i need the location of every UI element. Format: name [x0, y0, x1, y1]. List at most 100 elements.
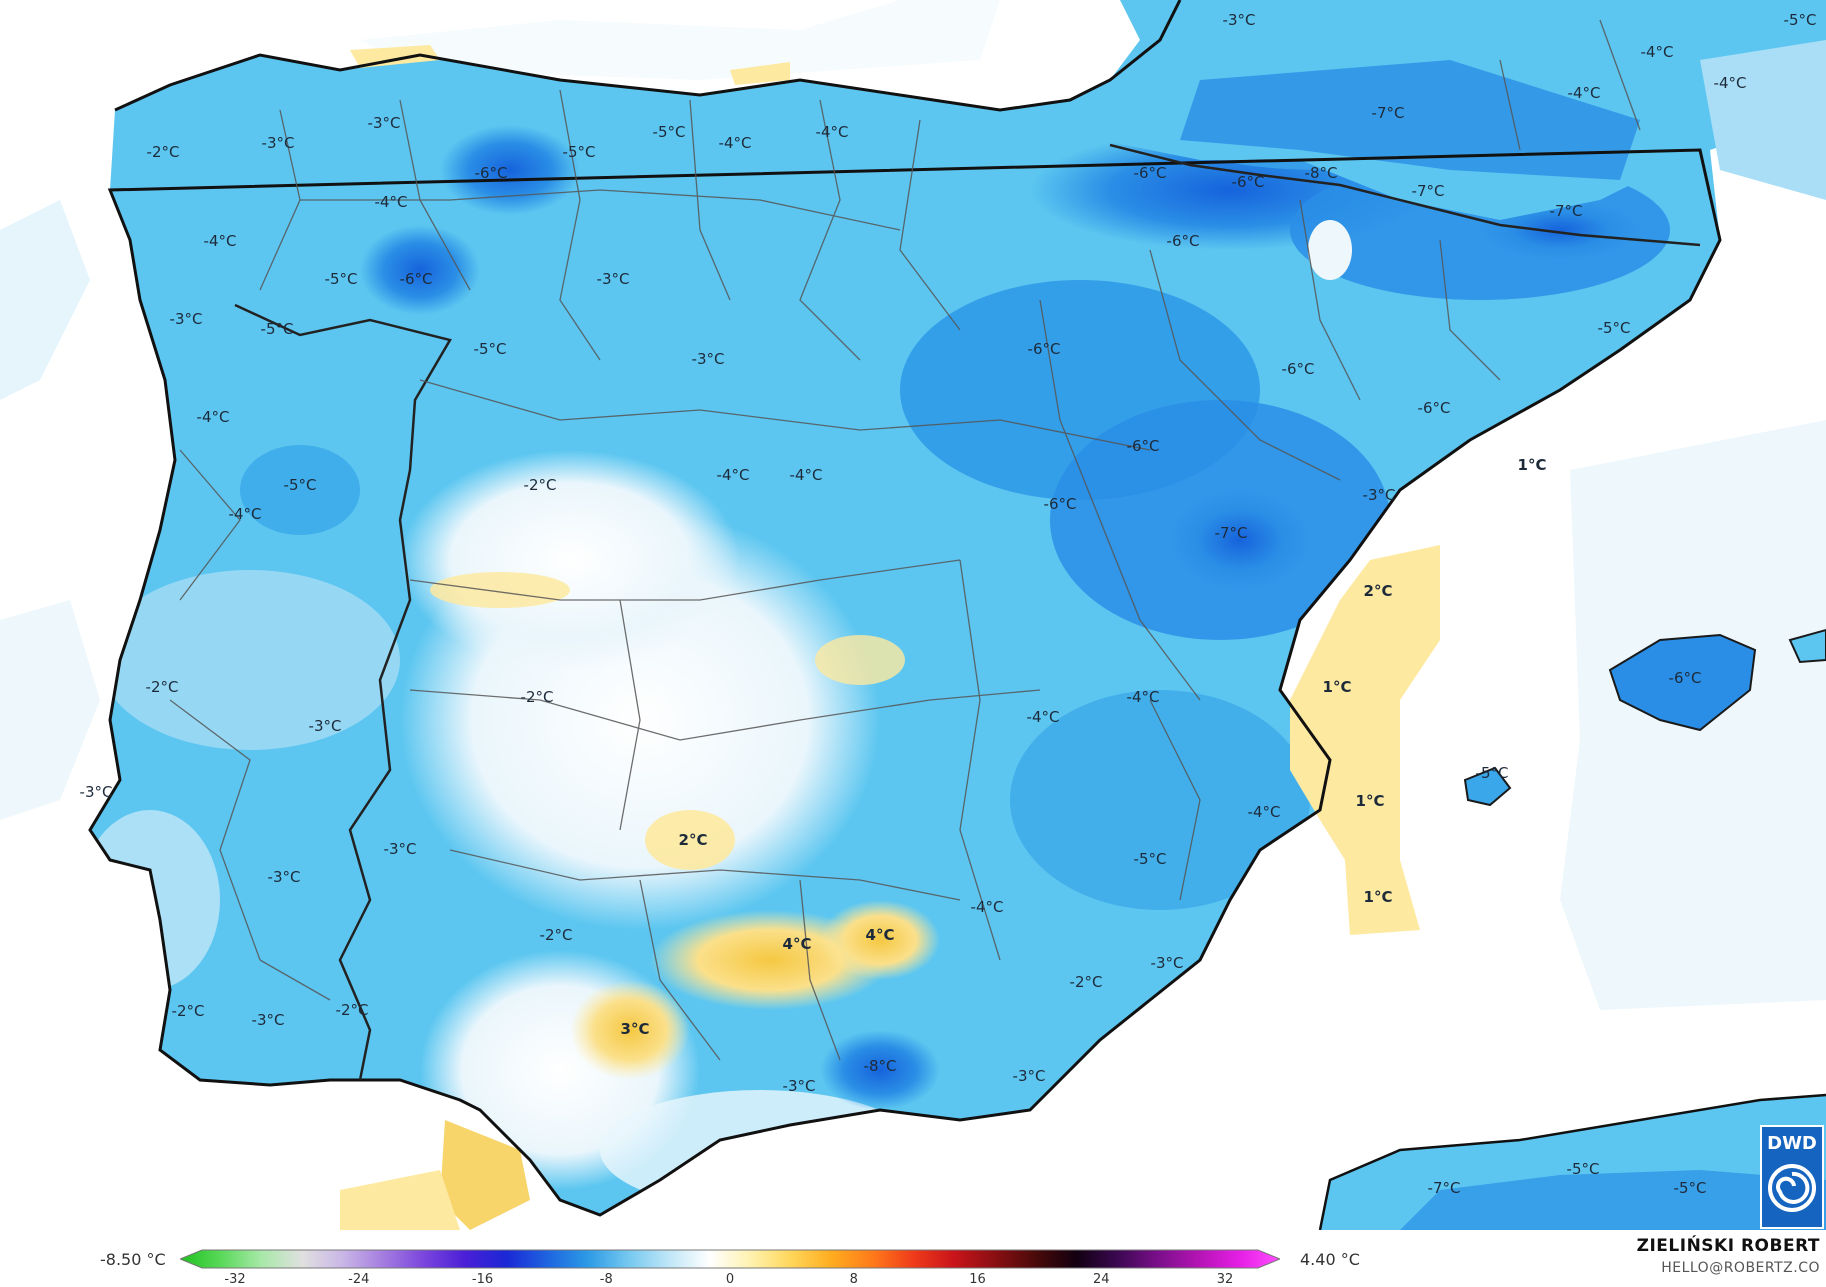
temperature-label: 2°C — [679, 831, 708, 849]
temperature-label: -3°C — [170, 310, 203, 328]
temperature-label: 1°C — [1356, 792, 1385, 810]
pale-bay-north — [360, 0, 1000, 80]
legend-footer: -8.50 °C -32 -24 -16 -8 0 8 16 24 32 4.40 °C ZIE… — [0, 1230, 1826, 1287]
ibiza-island — [1463, 766, 1512, 807]
temperature-label: -7°C — [1372, 104, 1405, 122]
temperature-label: -4°C — [197, 408, 230, 426]
temperature-label: -5°C — [261, 320, 294, 338]
temperature-label: -3°C — [80, 783, 113, 801]
pyrenees-border — [1109, 143, 1701, 247]
colorbar-tick-label: 16 — [969, 1272, 986, 1287]
warm-north-patch-2 — [730, 62, 790, 85]
temperature-label: -2°C — [1070, 973, 1103, 991]
mallorca-island — [1608, 633, 1757, 732]
temperature-label: -5°C — [1784, 11, 1817, 29]
temperature-label: -4°C — [1714, 74, 1747, 92]
temperature-label: -4°C — [375, 193, 408, 211]
temperature-label: 4°C — [783, 935, 812, 953]
temperature-label: -4°C — [790, 466, 823, 484]
colorbar-tick-label: 24 — [1092, 1272, 1110, 1287]
temperature-label: -3°C — [1151, 954, 1184, 972]
temperature-label: -6°C — [400, 270, 433, 288]
author-credit: ZIELIŃSKI ROBERT HELLO@ROBERTZ.CO — [1637, 1236, 1820, 1276]
temperature-label: -4°C — [719, 134, 752, 152]
temperature-label: -5°C — [1567, 1160, 1600, 1178]
temperature-label: -7°C — [1428, 1179, 1461, 1197]
temperature-label: -4°C — [204, 232, 237, 250]
warm-sea-band — [1290, 545, 1440, 935]
temperature-label: -3°C — [309, 717, 342, 735]
temperature-label: -6°C — [1028, 340, 1061, 358]
temperature-label: -4°C — [717, 466, 750, 484]
france-deep — [1180, 60, 1640, 180]
colorbar-tick-label: 8 — [849, 1272, 858, 1287]
temperature-map: -2°C -3°C -3°C -6°C -5°C -5°C -4°C -4°C -4°C -4°C… — [0, 0, 1826, 1230]
region-borders — [169, 19, 1641, 1061]
temperature-label: -4°C — [1127, 688, 1160, 706]
temperature-label: -6°C — [1167, 232, 1200, 250]
temperature-label: -5°C — [474, 340, 507, 358]
temperature-label: -6°C — [1044, 495, 1077, 513]
temperature-label: -7°C — [1550, 202, 1583, 220]
temperature-label: 2°C — [1364, 582, 1393, 600]
temperature-label: -5°C — [284, 476, 317, 494]
temperature-label: -2°C — [521, 688, 554, 706]
temperature-label: 3°C — [621, 1020, 650, 1038]
author-email: HELLO@ROBERTZ.CO — [1661, 1260, 1820, 1276]
iberia-coastline — [88, 0, 1722, 1217]
warm-north-patch — [350, 45, 440, 68]
temperature-label: -6°C — [475, 164, 508, 182]
temperature-label: -5°C — [653, 123, 686, 141]
warm-gulf-cadiz — [440, 1120, 530, 1230]
pale-west-coast — [0, 600, 100, 820]
temperature-label: -5°C — [325, 270, 358, 288]
colorbar-tick-label: -8 — [599, 1272, 613, 1287]
swirl-icon — [1768, 1164, 1816, 1212]
temperature-label: -4°C — [1568, 84, 1601, 102]
colorbar-tick-label: 32 — [1216, 1272, 1234, 1287]
temperature-label: -2°C — [540, 926, 573, 944]
temperature-label: -8°C — [1305, 164, 1338, 182]
temperature-label: 1°C — [1364, 888, 1393, 906]
temperature-label: -3°C — [252, 1011, 285, 1029]
temperature-label: -2°C — [147, 143, 180, 161]
colorbar-tick-label: -16 — [471, 1272, 494, 1287]
colorbar-tick-label: -24 — [348, 1272, 370, 1287]
temperature-label: -6°C — [1232, 173, 1265, 191]
temperature-label: -6°C — [1134, 164, 1167, 182]
temperature-label: 4°C — [866, 926, 895, 944]
temperature-label: -8°C — [864, 1057, 897, 1075]
legend-min-value: -8.50 °C — [100, 1250, 166, 1269]
temperature-label: -3°C — [1223, 11, 1256, 29]
temperature-label: -3°C — [597, 270, 630, 288]
temperature-label: -2°C — [336, 1001, 369, 1019]
temperature-label: -5°C — [563, 143, 596, 161]
dwd-logo-text: DWD — [1767, 1133, 1817, 1154]
author-name: ZIELIŃSKI ROBERT — [1636, 1236, 1820, 1256]
portugal-border — [234, 303, 452, 1081]
temperature-label: -7°C — [1412, 182, 1445, 200]
temperature-label: -4°C — [816, 123, 849, 141]
temperature-label: -4°C — [971, 898, 1004, 916]
temperature-label: -3°C — [783, 1077, 816, 1095]
temperature-label: -6°C — [1127, 437, 1160, 455]
temperature-label: -4°C — [229, 505, 262, 523]
temperature-label: -3°C — [384, 840, 417, 858]
temperature-label: -4°C — [1027, 708, 1060, 726]
colorbar — [180, 1249, 1280, 1269]
pale-atlantic-area — [0, 200, 90, 400]
temperature-label: -6°C — [1418, 399, 1451, 417]
temperature-label: -5°C — [1674, 1179, 1707, 1197]
temperature-label: -4°C — [1641, 43, 1674, 61]
temperature-label: 1°C — [1323, 678, 1352, 696]
temperature-label: -5°C — [1134, 850, 1167, 868]
temperature-label: -3°C — [1363, 486, 1396, 504]
temperature-label: -5°C — [1476, 764, 1509, 782]
temperature-label: -3°C — [692, 350, 725, 368]
temperature-label: -6°C — [1669, 669, 1702, 687]
temperature-label: -2°C — [524, 476, 557, 494]
temperature-label: -5°C — [1598, 319, 1631, 337]
dwd-logo: DWD — [1760, 1125, 1824, 1229]
morocco-coast — [1318, 1093, 1826, 1230]
colorbar-tick-label: 0 — [725, 1272, 735, 1287]
